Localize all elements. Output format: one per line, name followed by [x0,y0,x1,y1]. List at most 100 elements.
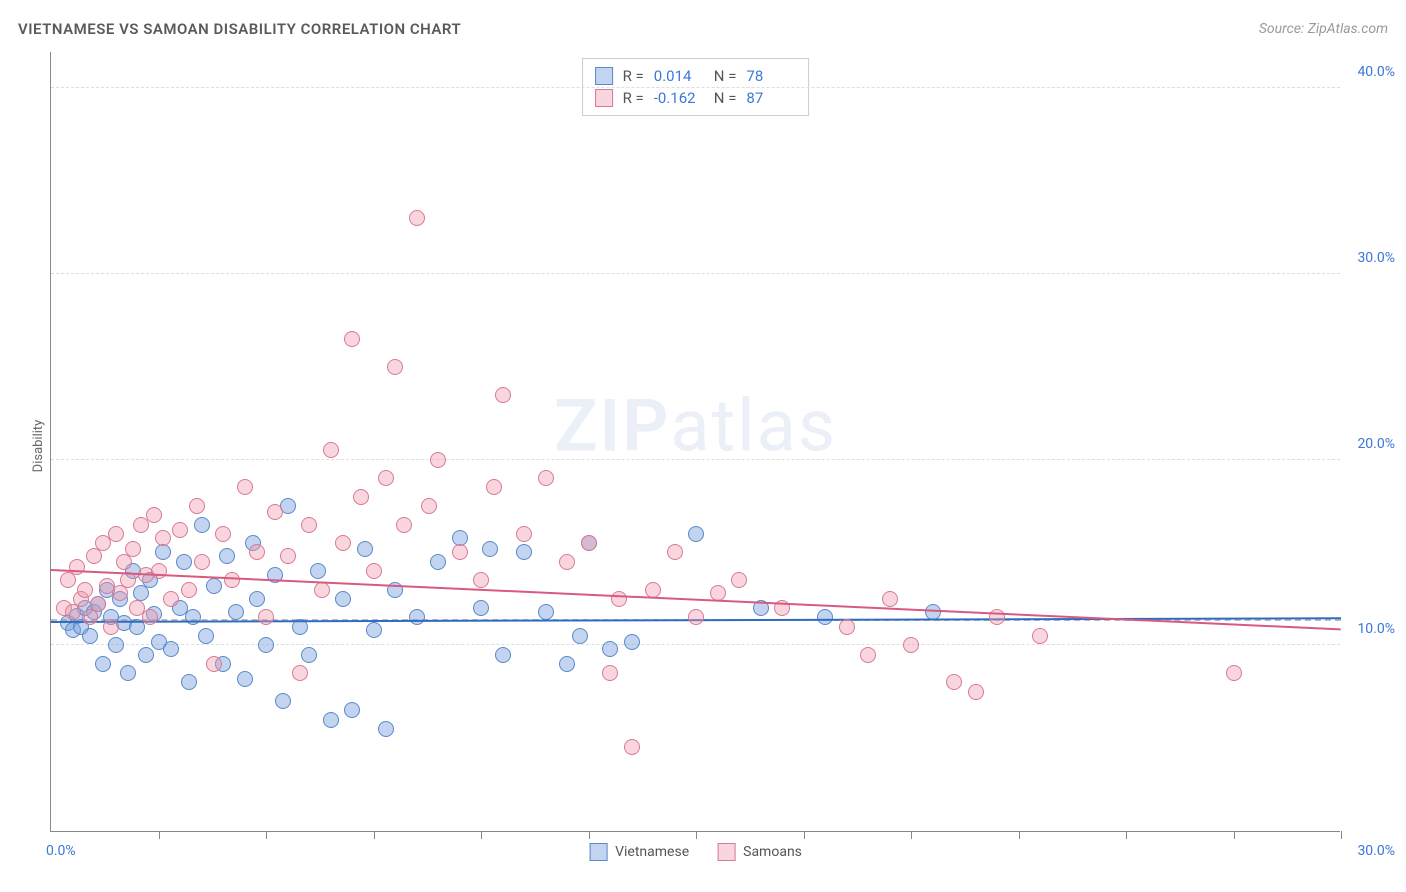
data-point [146,507,162,523]
data-point [206,656,222,672]
data-point [125,541,141,557]
watermark: ZIPatlas [554,383,837,468]
data-point [249,544,265,560]
x-tick [911,831,912,839]
data-point [181,582,197,598]
data-point [228,604,244,620]
data-point [163,641,179,657]
data-point [103,619,119,635]
data-point [378,721,394,737]
data-point [366,563,382,579]
data-point [495,387,511,403]
x-tick [374,831,375,839]
data-point [559,656,575,672]
data-point [335,535,351,551]
data-point [90,596,106,612]
data-point [163,591,179,607]
x-tick [159,831,160,839]
data-point [409,210,425,226]
data-point [237,479,253,495]
data-point [602,665,618,681]
data-point [172,522,188,538]
data-point [258,609,274,625]
data-point [667,544,683,560]
data-point [946,674,962,690]
data-point [292,665,308,681]
data-point [516,526,532,542]
y-tick-label: 20.0% [1357,436,1395,452]
data-point [581,535,597,551]
x-tick [1234,831,1235,839]
legend-item: Samoans [717,843,802,861]
data-point [396,517,412,533]
data-point [1032,628,1048,644]
data-point [249,591,265,607]
data-point [267,504,283,520]
y-tick-label: 10.0% [1357,621,1395,637]
data-point [602,641,618,657]
data-point [69,559,85,575]
data-point [688,609,704,625]
data-point [155,530,171,546]
data-point [903,637,919,653]
data-point [224,572,240,588]
data-point [120,665,136,681]
y-axis-label: Disability [31,420,46,473]
x-tick [266,831,267,839]
data-point [516,544,532,560]
data-point [538,470,554,486]
data-point [314,582,330,598]
data-point [194,554,210,570]
x-tick [1126,831,1127,839]
gridline [51,87,1340,88]
source-label: Source: ZipAtlas.com [1259,21,1388,37]
legend-row: R = 0.014N = 78 [595,65,797,87]
data-point [185,609,201,625]
data-point [108,637,124,653]
data-point [138,647,154,663]
data-point [77,582,93,598]
data-point [430,452,446,468]
data-point [323,712,339,728]
data-point [473,600,489,616]
data-point [572,628,588,644]
data-point [421,498,437,514]
x-tick [1341,831,1342,839]
data-point [688,526,704,542]
data-point [559,554,575,570]
data-point [624,739,640,755]
data-point [387,359,403,375]
data-point [194,517,210,533]
data-point [968,684,984,700]
x-tick [696,831,697,839]
data-point [310,563,326,579]
y-tick-label: 40.0% [1357,64,1395,80]
data-point [353,489,369,505]
data-point [357,541,373,557]
data-point [624,634,640,650]
data-point [817,609,833,625]
legend-item: Vietnamese [589,843,689,861]
data-point [323,442,339,458]
chart-title: VIETNAMESE VS SAMOAN DISABILITY CORRELAT… [18,20,461,38]
data-point [366,622,382,638]
data-point [482,541,498,557]
data-point [301,647,317,663]
data-point [181,674,197,690]
data-point [486,479,502,495]
data-point [108,526,124,542]
data-point [82,628,98,644]
data-point [538,604,554,620]
data-point [189,498,205,514]
x-tick [481,831,482,839]
data-point [335,591,351,607]
x-axis-min-label: 0.0% [46,843,76,859]
data-point [409,609,425,625]
data-point [611,591,627,607]
data-point [452,530,468,546]
data-point [882,591,898,607]
data-point [275,693,291,709]
data-point [495,647,511,663]
data-point [206,578,222,594]
data-point [344,331,360,347]
